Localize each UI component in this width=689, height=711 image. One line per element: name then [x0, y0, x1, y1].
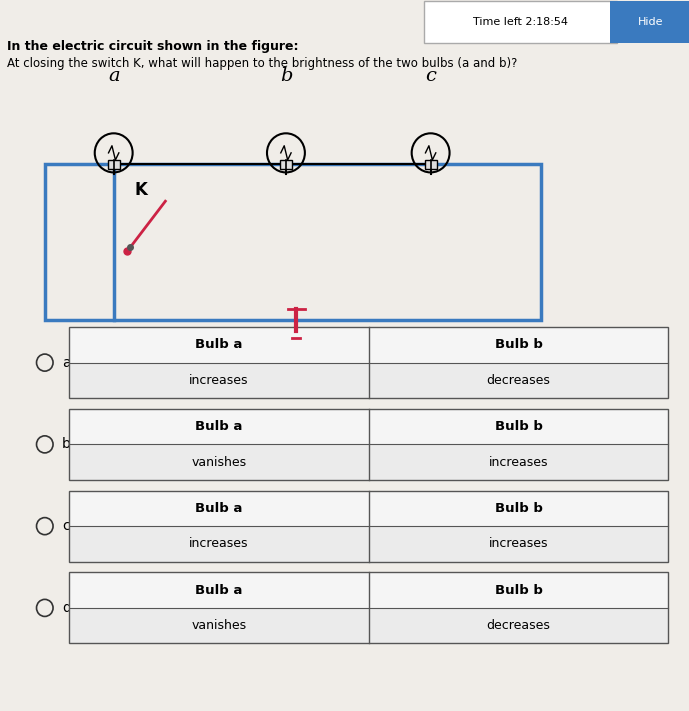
Text: Bulb a: Bulb a: [195, 338, 243, 351]
FancyBboxPatch shape: [610, 1, 689, 43]
Bar: [69, 526, 668, 562]
Text: At closing the switch K, what will happen to the brightness of the two bulbs (a : At closing the switch K, what will happe…: [7, 58, 517, 70]
Text: Bulb a: Bulb a: [195, 584, 243, 597]
Bar: [69, 491, 668, 562]
Bar: [69, 363, 668, 398]
Bar: [69, 491, 668, 526]
Text: a: a: [108, 68, 119, 85]
Text: d.: d.: [62, 601, 75, 615]
Bar: [69, 572, 668, 608]
Bar: [69, 608, 668, 643]
Bar: [424, 160, 437, 169]
Bar: [69, 444, 668, 480]
Bar: [107, 160, 120, 169]
Text: b: b: [280, 68, 292, 85]
Text: a.: a.: [62, 356, 75, 370]
Text: decreases: decreases: [486, 619, 551, 632]
Text: Bulb a: Bulb a: [195, 502, 243, 515]
Text: increases: increases: [489, 538, 548, 550]
Text: vanishes: vanishes: [191, 619, 247, 632]
Text: c.: c.: [62, 519, 74, 533]
Text: Bulb b: Bulb b: [495, 584, 542, 597]
Bar: [45, 164, 541, 320]
Text: increases: increases: [489, 456, 548, 469]
Text: In the electric circuit shown in the figure:: In the electric circuit shown in the fig…: [7, 40, 298, 53]
Bar: [280, 160, 292, 169]
Bar: [69, 327, 668, 398]
Text: Bulb b: Bulb b: [495, 420, 542, 433]
Text: decreases: decreases: [486, 374, 551, 387]
Text: K: K: [134, 181, 147, 199]
Bar: [69, 409, 668, 444]
Text: b.: b.: [62, 437, 75, 451]
Text: increases: increases: [189, 374, 249, 387]
Text: Bulb b: Bulb b: [495, 338, 542, 351]
Text: Time left 2:18:54: Time left 2:18:54: [473, 17, 568, 27]
Bar: [69, 572, 668, 643]
Text: Hide: Hide: [638, 17, 664, 27]
Text: Bulb a: Bulb a: [195, 420, 243, 433]
Text: increases: increases: [189, 538, 249, 550]
Bar: [69, 409, 668, 480]
FancyBboxPatch shape: [424, 1, 617, 43]
Bar: [69, 327, 668, 363]
Text: c: c: [425, 68, 436, 85]
Text: vanishes: vanishes: [191, 456, 247, 469]
Text: Bulb b: Bulb b: [495, 502, 542, 515]
